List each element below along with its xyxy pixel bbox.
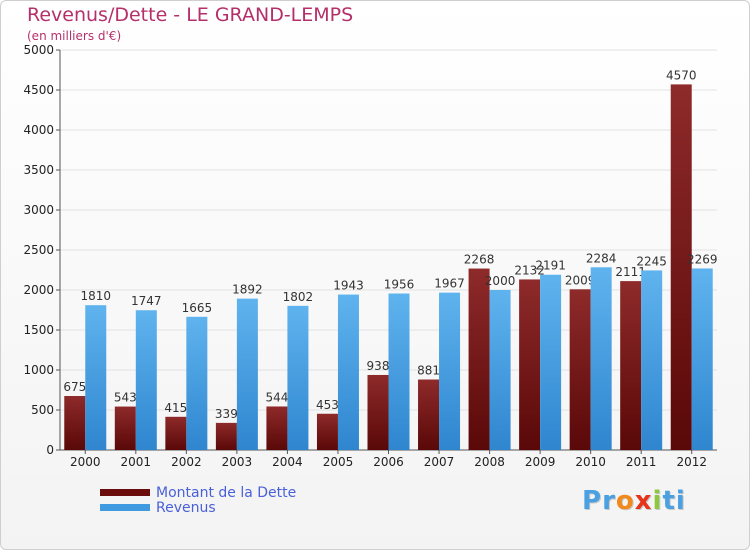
bar-revenus: [287, 305, 309, 450]
bar-dette: [367, 374, 389, 450]
data-label: 675: [63, 380, 86, 394]
bar-dette: [165, 416, 187, 450]
x-tick-label: 2010: [575, 455, 606, 469]
legend-label-revenus: Revenus: [156, 499, 216, 516]
y-tick-label: 500: [31, 403, 54, 417]
data-label: 1956: [384, 278, 415, 292]
data-label: 2269: [687, 252, 718, 266]
legend-item-revenus: Revenus: [100, 499, 296, 516]
y-tick-label: 0: [46, 443, 54, 457]
bar-revenus: [691, 268, 713, 450]
bar-dette: [620, 281, 642, 450]
y-tick-label: 4000: [23, 123, 54, 137]
data-label: 1810: [80, 289, 111, 303]
x-tick-label: 2002: [171, 455, 202, 469]
bar-revenus: [236, 298, 258, 450]
legend-swatch-revenus: [100, 504, 150, 511]
data-label: 544: [265, 390, 288, 404]
data-label: 881: [417, 364, 440, 378]
data-label: 543: [114, 391, 137, 405]
data-label: 2191: [535, 259, 566, 273]
data-label: 2009: [565, 273, 596, 287]
bar-revenus: [540, 274, 562, 450]
x-tick-label: 2012: [676, 455, 707, 469]
y-tick-label: 2000: [23, 283, 54, 297]
legend: Montant de la Dette Revenus: [100, 484, 297, 516]
bar-revenus: [135, 310, 157, 450]
bar-dette: [316, 413, 338, 450]
bar-revenus: [590, 267, 612, 450]
bar-dette: [418, 379, 440, 450]
chart-subtitle: (en milliers d'€): [27, 29, 122, 43]
bar-revenus: [337, 294, 359, 450]
bar-revenus: [186, 316, 208, 450]
bar-revenus: [388, 293, 410, 450]
bar-dette: [468, 268, 490, 450]
x-tick-label: 2009: [525, 455, 556, 469]
x-tick-label: 2005: [323, 455, 354, 469]
y-tick-label: 4500: [23, 83, 54, 97]
data-label: 339: [215, 407, 238, 421]
data-label: 2111: [615, 265, 646, 279]
data-label: 453: [316, 398, 339, 412]
legend-item-dette: Montant de la Dette: [100, 484, 297, 501]
bar-dette: [569, 289, 591, 450]
x-tick-label: 2007: [424, 455, 455, 469]
data-label: 1967: [434, 277, 465, 291]
bar-dette: [670, 84, 692, 451]
bar-dette: [114, 406, 136, 450]
legend-swatch-dette: [100, 489, 150, 496]
bar-dette: [266, 406, 288, 450]
legend-label-dette: Montant de la Dette: [156, 484, 297, 501]
chart-title: Revenus/Dette - LE GRAND-LEMPS: [27, 4, 354, 26]
y-tick-label: 5000: [23, 43, 54, 57]
data-label: 2268: [464, 253, 495, 267]
data-label: 2284: [586, 251, 617, 265]
data-label: 2000: [485, 274, 516, 288]
y-tick-label: 2500: [23, 243, 54, 257]
bar-dette: [519, 279, 541, 450]
data-label: 1665: [182, 301, 213, 315]
bar-revenus: [85, 305, 107, 450]
data-label: 4570: [666, 68, 697, 82]
x-tick-label: 2006: [373, 455, 404, 469]
y-tick-label: 3000: [23, 203, 54, 217]
bar-revenus: [489, 290, 511, 450]
x-tick-label: 2000: [70, 455, 101, 469]
data-label: 1802: [283, 290, 314, 304]
data-label: 938: [367, 359, 390, 373]
y-tick-label: 1500: [23, 323, 54, 337]
x-tick-label: 2008: [474, 455, 505, 469]
bar-revenus: [641, 270, 663, 450]
data-label: 2132: [514, 263, 545, 277]
data-label: 1892: [232, 283, 263, 297]
x-tick-label: 2001: [121, 455, 152, 469]
x-tick-label: 2003: [222, 455, 253, 469]
data-label: 415: [164, 401, 187, 415]
bar-revenus: [439, 292, 461, 450]
data-label: 1943: [333, 279, 364, 293]
y-tick-label: 1000: [23, 363, 54, 377]
data-label: 1747: [131, 294, 162, 308]
bar-dette: [215, 422, 237, 450]
y-tick-label: 3500: [23, 163, 54, 177]
x-tick-label: 2011: [626, 455, 657, 469]
data-label: 2245: [636, 254, 667, 268]
bar-dette: [64, 396, 86, 450]
x-tick-label: 2004: [272, 455, 303, 469]
proxiti-logo: Proxiti: [582, 486, 686, 516]
